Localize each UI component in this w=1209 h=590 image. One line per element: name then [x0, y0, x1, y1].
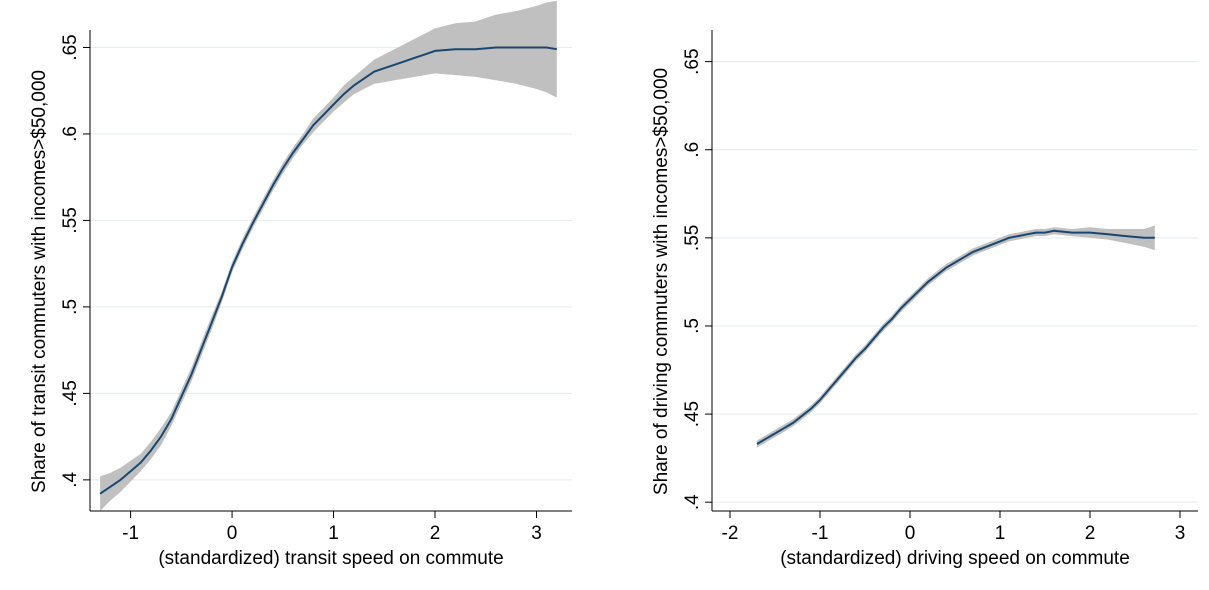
x-tick-label: 1 — [995, 523, 1006, 544]
x-axis-label: (standardized) transit speed on commute — [158, 548, 503, 569]
x-tick-label: 3 — [1175, 523, 1186, 544]
y-tick-label: .55 — [60, 207, 81, 233]
transit-income-chart: -1 0 1 2 3 .4 .45 .5 .55 .6 .65 (standardized) tra… — [29, 0, 572, 569]
y-tick-label: .65 — [682, 48, 703, 74]
y-tick-label: .5 — [60, 299, 81, 315]
y-tick-label: .6 — [60, 126, 81, 142]
y-axis-label: Share of transit commuters with incomes>… — [29, 70, 50, 493]
y-tick-label: .55 — [682, 225, 703, 251]
x-tick-label: 2 — [430, 523, 441, 544]
y-tick-label: .5 — [682, 318, 703, 334]
y-tick-label: .65 — [60, 34, 81, 60]
x-tick-label: -1 — [122, 523, 139, 544]
x-tick-label: 3 — [531, 523, 542, 544]
y-axis-label: Share of driving commuters with incomes>… — [651, 68, 672, 495]
y-tick-label: .6 — [682, 142, 703, 158]
x-tick-label: -2 — [722, 523, 739, 544]
y-tick-label: .4 — [60, 472, 81, 488]
x-tick-label: 1 — [328, 523, 339, 544]
x-tick-label: 0 — [905, 523, 916, 544]
confidence-band — [100, 0, 557, 512]
x-axis-label: (standardized) driving speed on commute — [780, 548, 1130, 569]
fitted-line — [99, 46, 557, 495]
y-tick-label: .45 — [60, 380, 81, 406]
y-tick-label: .4 — [682, 494, 703, 510]
fitted-line — [756, 229, 1155, 445]
y-tick-label: .45 — [682, 401, 703, 427]
x-tick-label: 0 — [227, 523, 238, 544]
x-tick-label: -1 — [812, 523, 829, 544]
x-tick-label: 2 — [1085, 523, 1096, 544]
driving-income-chart: -2 -1 0 1 2 3 .4 .45 .5 .55 .6 .65 (standardized) d… — [651, 30, 1198, 569]
